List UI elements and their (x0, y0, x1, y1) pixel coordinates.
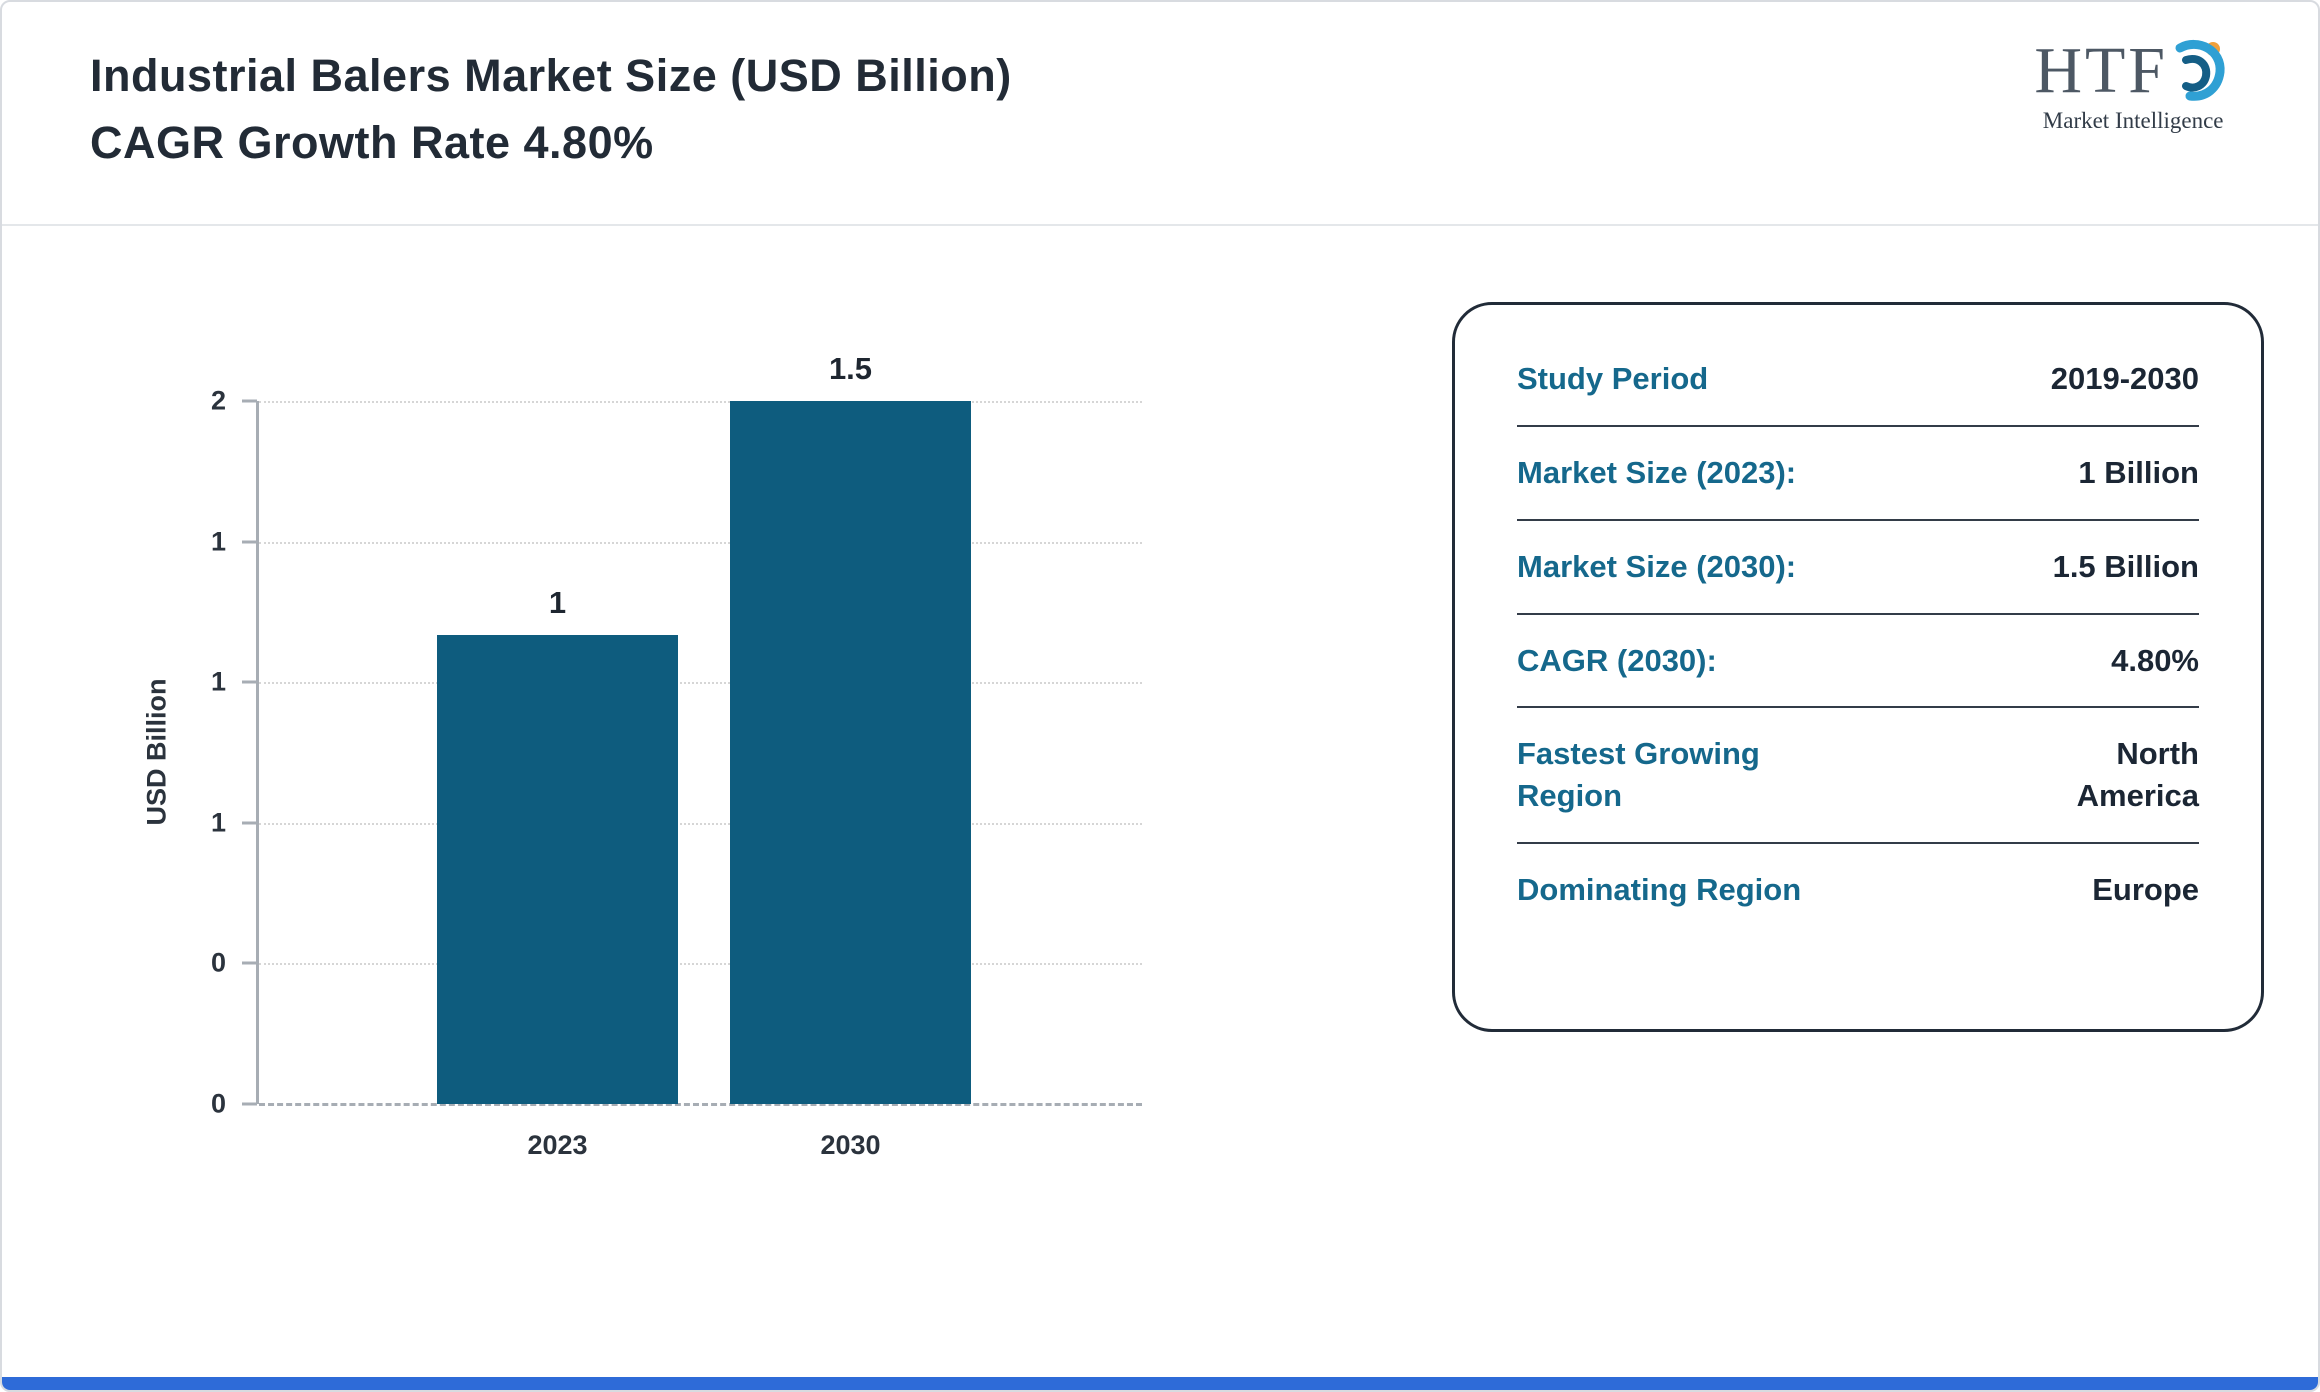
title-line-1: Industrial Balers Market Size (USD Billi… (90, 50, 1012, 101)
title-line-2: CAGR Growth Rate 4.80% (90, 117, 654, 168)
y-axis-tick-labels: 2 1 1 1 0 0 (152, 386, 242, 1119)
gridline (259, 541, 1142, 544)
bar-slot-2023: 1 (437, 401, 678, 1104)
y-axis-tick-mark (242, 680, 257, 684)
gridline (259, 822, 1142, 825)
bar-value-label: 1 (548, 585, 567, 621)
y-axis-tick-mark (242, 1102, 257, 1106)
footer-accent-bar (2, 1377, 2318, 1390)
bar-chart-plot-area: 1 2023 1.5 2030 (242, 351, 1142, 1160)
y-axis-tick-mark (242, 540, 257, 544)
logo-text: HTF (2034, 34, 2168, 107)
x-axis-category-label: 2023 (527, 1130, 588, 1160)
card-row: Market Size (2023): 1 Billion (1517, 427, 2199, 521)
card-row-label: Study Period (1517, 361, 1709, 396)
card-row: Dominating Region Europe (1517, 844, 2199, 936)
bar-2023 (437, 635, 678, 1104)
logo-subtext: Market Intelligence (2042, 108, 2224, 133)
y-axis-tick-label: 1 (210, 807, 226, 838)
y-axis-tick-label: 1 (210, 526, 226, 557)
card-row: Market Size (2030): 1.5 Billion (1517, 521, 2199, 615)
x-axis-category-label: 2030 (820, 1130, 881, 1160)
card-row-value: North America (2076, 736, 2199, 814)
summary-card: Study Period 2019-2030 Market Size (2023):… (1452, 302, 2264, 1032)
logo-swirl-icon (2175, 39, 2225, 101)
card-row-label: Market Size (2030): (1517, 548, 1797, 584)
y-axis-tick-label: 2 (210, 385, 226, 416)
card-row-label: CAGR (2030): (1517, 642, 1717, 678)
header-divider (2, 224, 2318, 226)
card-row-value: 2019-2030 (2050, 361, 2199, 396)
gridline (259, 963, 1142, 966)
bar-value-label: 1.5 (828, 351, 873, 386)
card-row-value: 1.5 Billion (2052, 548, 2199, 584)
y-axis-tick-label: 0 (210, 1088, 226, 1119)
summary-card-rows: Study Period 2019-2030 Market Size (2023):… (1517, 333, 2199, 936)
card-row-value: 1 Billion (2078, 454, 2199, 490)
card-row: Study Period 2019-2030 (1517, 333, 2199, 427)
logo-row: HTF (2034, 36, 2232, 108)
card-row-value: 4.80% (2111, 642, 2199, 678)
card-row-value: Europe (2092, 872, 2199, 908)
htf-logo: HTF Market Intelligence (2034, 36, 2232, 134)
page-title: Industrial Balers Market Size (USD Billi… (90, 42, 1012, 176)
x-axis-line (259, 1103, 1142, 1106)
bar-2030 (730, 401, 971, 1104)
y-axis-tick-mark (242, 821, 257, 825)
card-row-label: Market Size (2023): (1517, 454, 1797, 490)
card-row-label: Fastest Growing Region (1517, 736, 1760, 814)
y-axis-tick-mark (242, 961, 257, 965)
y-axis-tick-mark (242, 399, 257, 403)
card-row: CAGR (2030): 4.80% (1517, 615, 2199, 709)
gridline (259, 401, 1142, 403)
gridline (259, 682, 1142, 685)
card-row: Fastest Growing Region North America (1517, 708, 2199, 845)
y-axis-tick-label: 0 (210, 947, 226, 978)
bar-slot-2030: 1.5 (730, 351, 971, 1104)
card-row-label: Dominating Region (1517, 872, 1802, 908)
y-axis-tick-label: 1 (210, 666, 226, 697)
